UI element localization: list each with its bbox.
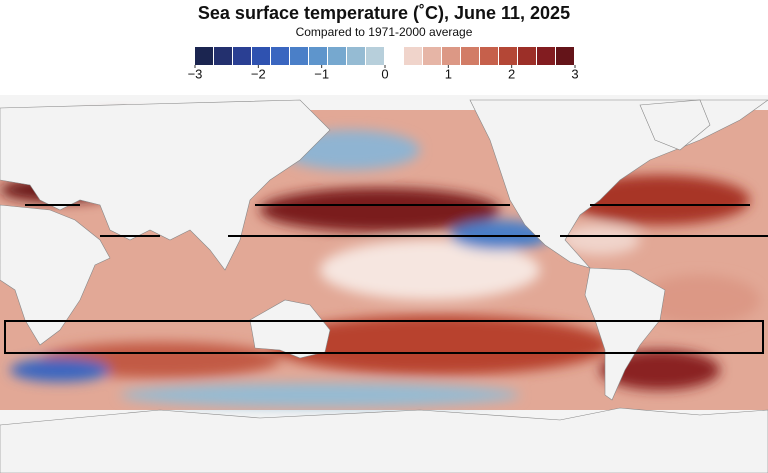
legend-tick-label: −2: [251, 66, 266, 81]
legend-swatch: [271, 47, 289, 65]
africa: [0, 204, 111, 346]
legend-tick-label: −1: [314, 66, 329, 81]
legend-swatch: [442, 47, 460, 65]
legend-swatch: [309, 47, 327, 65]
color-legend: −3 −2 −1 0 1 2 3: [188, 47, 579, 81]
legend-swatch: [214, 47, 232, 65]
legend-swatch: [347, 47, 365, 65]
legend-tick-label: 2: [508, 66, 515, 81]
legend-swatch: [290, 47, 308, 65]
subtitle: Compared to 1971-2000 average: [296, 25, 473, 39]
greenland: [639, 99, 711, 151]
legend-swatch: [195, 47, 213, 65]
north-america: [469, 99, 768, 269]
legend-swatch: [404, 47, 422, 65]
legend-swatch: [556, 47, 574, 65]
legend-swatch: [461, 47, 479, 65]
legend-swatch: [233, 47, 251, 65]
legend-swatch: [499, 47, 517, 65]
map: [0, 95, 768, 473]
legend-tick-label: −3: [188, 66, 203, 81]
legend-tick-label: 3: [571, 66, 578, 81]
legend-tick-label: 1: [445, 66, 452, 81]
legend-swatch: [385, 47, 403, 65]
legend-swatch: [328, 47, 346, 65]
legend-swatch: [366, 47, 384, 65]
legend-swatch: [537, 47, 555, 65]
legend-swatch: [252, 47, 270, 65]
antarctica: [0, 407, 768, 473]
region-boxes: [4, 204, 768, 354]
legend-tick-label: 0: [381, 66, 388, 81]
south-america: [584, 267, 666, 401]
eurasia: [0, 99, 331, 271]
title: Sea surface temperature (˚C), June 11, 2…: [198, 3, 570, 23]
legend-swatch: [518, 47, 536, 65]
legend-swatch: [423, 47, 441, 65]
legend-swatch: [480, 47, 498, 65]
